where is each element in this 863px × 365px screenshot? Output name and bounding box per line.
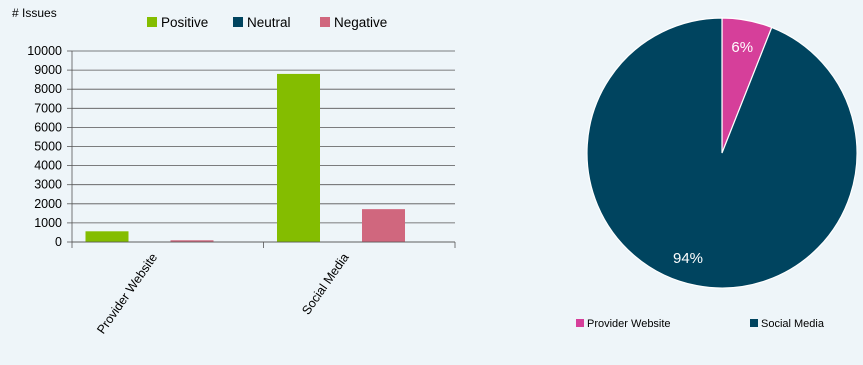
pie-slice-social-media <box>586 17 858 289</box>
legend-swatch <box>320 17 330 27</box>
legend-label: Provider Website <box>587 318 671 330</box>
legend-item-positive: Positive <box>147 15 208 30</box>
y-tick-label: 5000 <box>34 140 62 154</box>
legend-label: Positive <box>161 15 208 30</box>
pie-legend-item-social-media: Social Media <box>750 318 825 330</box>
y-tick-label: 1000 <box>34 216 62 230</box>
y-tick-label: 10000 <box>27 44 62 58</box>
bar-positive-provider-website <box>85 231 129 242</box>
bar-chart: # Issues 0 1000 2000 3000 4000 5000 6000 7000 800… <box>12 6 456 337</box>
pie-legend-item-provider-website: Provider Website <box>576 318 671 330</box>
legend-item-negative: Negative <box>320 15 387 30</box>
pie-chart: 6% 94% Provider Website Social Media <box>576 17 858 330</box>
y-tick-label: 3000 <box>34 178 62 192</box>
legend-label: Social Media <box>761 318 825 330</box>
y-tick-label: 9000 <box>34 63 62 77</box>
pie-label-social-media: 94% <box>673 250 703 267</box>
y-axis-label: # Issues <box>12 6 57 20</box>
legend-swatch <box>750 319 758 327</box>
y-tick-label: 7000 <box>34 101 62 115</box>
y-tick-label: 6000 <box>34 120 62 134</box>
legend-swatch <box>147 17 157 27</box>
legend-swatch <box>233 17 243 27</box>
pie-label-provider-website: 6% <box>731 39 753 56</box>
bar-negative-provider-website <box>170 240 214 242</box>
y-tick-label: 8000 <box>34 82 62 96</box>
y-tick-label: 0 <box>55 235 62 249</box>
bar-negative-social-media <box>362 209 405 242</box>
x-tick-label-social-media: Social Media <box>299 251 352 318</box>
bar-positive-social-media <box>277 73 320 242</box>
y-tick-label: 2000 <box>34 197 62 211</box>
legend-label: Neutral <box>247 15 291 30</box>
legend-item-neutral: Neutral <box>233 15 291 30</box>
y-tick-label: 4000 <box>34 159 62 173</box>
legend-label: Negative <box>334 15 387 30</box>
legend-swatch <box>576 319 584 327</box>
x-tick-label-provider-website: Provider Website <box>94 251 160 337</box>
